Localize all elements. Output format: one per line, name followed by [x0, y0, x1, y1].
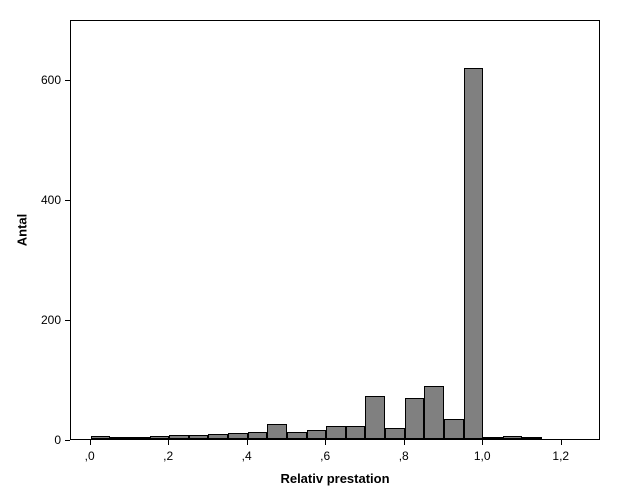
- histogram-bar: [267, 424, 287, 439]
- histogram-bar: [522, 437, 542, 439]
- histogram-bar: [208, 434, 228, 439]
- x-tick-label: ,6: [320, 449, 330, 463]
- y-tick: [65, 80, 70, 81]
- histogram-bar: [150, 436, 170, 439]
- y-tick-label: 600: [41, 73, 61, 87]
- histogram-bar: [464, 68, 484, 439]
- x-tick-label: ,8: [399, 449, 409, 463]
- histogram-bar: [130, 437, 150, 439]
- histogram-bar: [346, 426, 366, 439]
- x-tick-label: ,2: [163, 449, 173, 463]
- x-tick-label: 1,2: [552, 449, 569, 463]
- y-tick: [65, 320, 70, 321]
- histogram-bar: [110, 437, 130, 439]
- histogram-bar: [326, 426, 346, 439]
- histogram-bar: [444, 419, 464, 439]
- histogram-bar: [169, 435, 189, 439]
- histogram-bar: [307, 430, 327, 439]
- histogram-bar: [483, 437, 503, 439]
- y-axis-label: Antal: [15, 214, 30, 247]
- x-tick: [325, 440, 326, 445]
- y-tick-label: 200: [41, 313, 61, 327]
- histogram-bar: [365, 396, 385, 439]
- x-tick: [247, 440, 248, 445]
- y-tick-label: 400: [41, 193, 61, 207]
- histogram-bar: [228, 433, 248, 439]
- y-tick-label: 0: [54, 433, 61, 447]
- histogram-bar: [248, 432, 268, 439]
- x-tick: [90, 440, 91, 445]
- x-tick-label: ,4: [242, 449, 252, 463]
- x-axis-label: Relativ prestation: [280, 471, 389, 486]
- histogram-bar: [189, 435, 209, 439]
- x-tick: [404, 440, 405, 445]
- histogram-bar: [424, 386, 444, 439]
- y-tick: [65, 440, 70, 441]
- plot-area: [70, 20, 600, 440]
- histogram-chart: Antal Relativ prestation ,0 ,2 ,4 ,6 ,8 1,0 1,…: [0, 0, 626, 501]
- histogram-bar: [287, 432, 307, 439]
- x-tick: [168, 440, 169, 445]
- histogram-bar: [385, 428, 405, 439]
- histogram-bar: [405, 398, 425, 439]
- x-tick-label: ,0: [85, 449, 95, 463]
- x-tick-label: 1,0: [474, 449, 491, 463]
- y-tick: [65, 200, 70, 201]
- x-tick: [482, 440, 483, 445]
- x-tick: [561, 440, 562, 445]
- histogram-bar: [503, 436, 523, 439]
- histogram-bar: [91, 436, 111, 439]
